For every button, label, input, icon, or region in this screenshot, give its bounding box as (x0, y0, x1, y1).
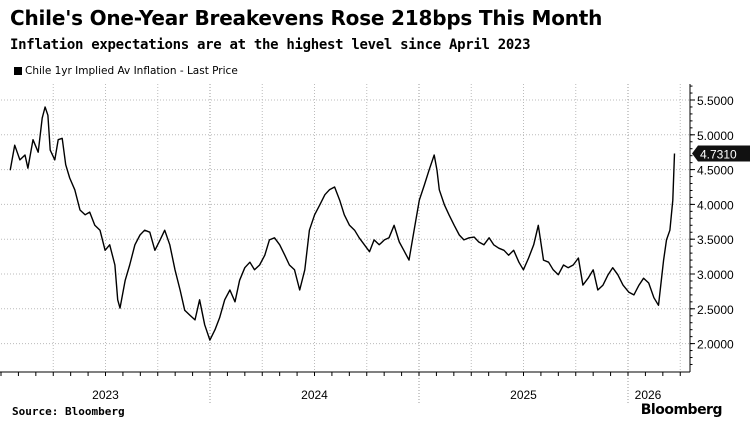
x-tick-label: 2026 (635, 388, 662, 402)
y-tick-label: 4.0000 (697, 198, 734, 212)
chart-subtitle: Inflation expectations are at the highes… (10, 37, 531, 53)
y-tick-label: 2.0000 (697, 338, 734, 352)
y-tick-label: 5.5000 (697, 94, 734, 108)
y-tick-label: 3.0000 (697, 268, 734, 282)
y-tick-label: 2.5000 (697, 303, 734, 317)
legend: Chile 1yr Implied Av Inflation - Last Pr… (14, 65, 238, 77)
x-tick-label: 2025 (510, 388, 537, 402)
legend-label: Chile 1yr Implied Av Inflation - Last Pr… (25, 65, 238, 77)
bloomberg-logo: Bloomberg (640, 402, 723, 418)
last-price-tag (692, 145, 750, 162)
x-tick-label: 2023 (92, 388, 119, 402)
source-note: Source: Bloomberg (12, 405, 125, 418)
series-line (9, 106, 676, 341)
y-tick-label: 3.5000 (697, 233, 734, 247)
chart-title: Chile's One-Year Breakevens Rose 218bps … (10, 6, 603, 30)
legend-swatch (14, 67, 22, 75)
y-tick-label: 5.0000 (697, 129, 734, 143)
x-tick-label: 2024 (301, 388, 328, 402)
y-tick-label: 4.5000 (697, 164, 734, 178)
last-price-label: 4.7310 (700, 148, 737, 162)
